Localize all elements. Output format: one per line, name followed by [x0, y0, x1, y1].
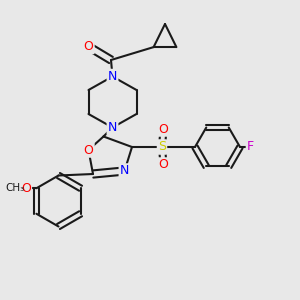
- Text: O: O: [84, 143, 93, 157]
- Text: O: O: [159, 122, 168, 136]
- Text: N: N: [108, 121, 117, 134]
- Text: CH₃: CH₃: [6, 183, 25, 193]
- Text: N: N: [108, 70, 117, 83]
- Text: N: N: [120, 164, 129, 178]
- Text: O: O: [21, 182, 31, 195]
- Text: F: F: [247, 140, 254, 154]
- Text: O: O: [159, 158, 168, 172]
- Text: S: S: [158, 140, 166, 154]
- Text: O: O: [84, 40, 93, 53]
